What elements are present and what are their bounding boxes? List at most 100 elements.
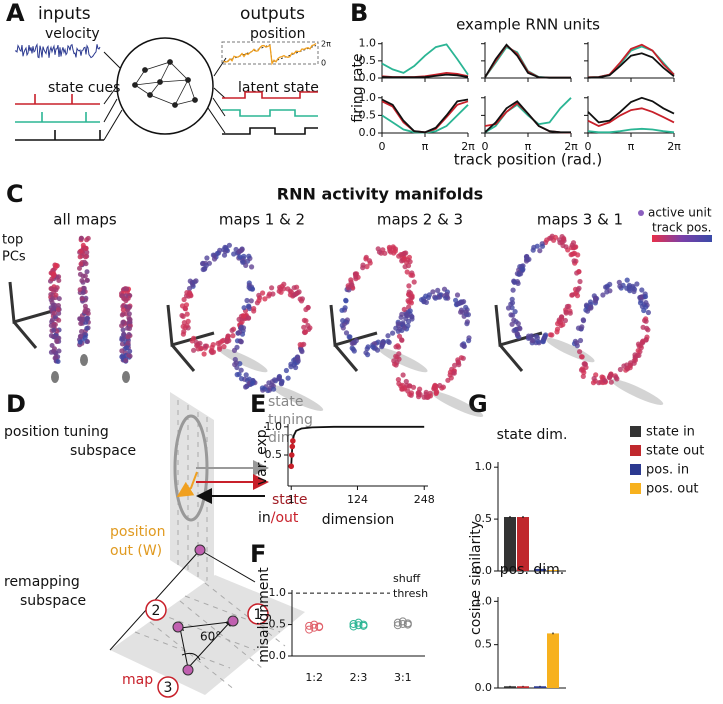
node-dot [182, 664, 194, 676]
manifold-point [458, 355, 464, 361]
manifold-point [572, 250, 578, 256]
manifold-point [511, 317, 517, 323]
node-label: 1 [254, 607, 263, 623]
manifold-point [119, 312, 125, 318]
manifold-point [370, 344, 376, 350]
subtitle: maps 2 & 3 [377, 211, 463, 229]
manifold-point [229, 327, 235, 333]
manifold-point [244, 297, 250, 304]
manifold-point [396, 333, 403, 339]
manifold-point [56, 348, 62, 354]
manifold-point [79, 278, 85, 284]
manifold-point [49, 286, 55, 292]
legend-swatch [630, 426, 641, 437]
manifold-point [349, 282, 355, 288]
subtitle: maps 1 & 2 [219, 211, 305, 229]
manifold-point [404, 269, 410, 275]
manifold-point [247, 305, 253, 312]
manifold-point [509, 321, 515, 327]
manifold-point [233, 360, 239, 366]
manifold-point [407, 391, 413, 398]
manifold-point [410, 272, 416, 278]
chart: 0.5 1.0 1 124 248 dimension var. exp. [254, 420, 435, 528]
manifold-point [533, 333, 540, 339]
legend-label: state in [646, 425, 695, 440]
manifold-point [84, 325, 90, 331]
manifold-point [56, 278, 62, 283]
manifold-point [405, 263, 412, 269]
manifold-point [53, 292, 59, 298]
manifold-point [617, 283, 623, 289]
manifold-point [83, 246, 89, 251]
point [288, 463, 295, 470]
manifold-point [367, 260, 373, 266]
manifold-point [259, 385, 265, 391]
manifold-point [78, 334, 84, 339]
bar [517, 517, 529, 571]
manifolds [8, 233, 664, 417]
node-circle [157, 676, 179, 698]
manifold-point [53, 262, 59, 268]
manifold-point [391, 245, 397, 251]
manifold-point [515, 321, 521, 327]
x-tick-label: 248 [414, 493, 435, 506]
point [315, 623, 324, 632]
manifold-point [512, 309, 518, 315]
label: subspace [20, 593, 86, 609]
manifold-point [461, 299, 467, 305]
manifold-point [238, 338, 244, 344]
x-tick-label: 0 [379, 140, 386, 153]
node-label: 2 [152, 603, 161, 619]
manifold-point [119, 348, 125, 354]
label: position [110, 524, 165, 540]
manifold-point [293, 364, 299, 371]
manifold-point [79, 329, 84, 334]
x-tick-label: 3:1 [394, 671, 412, 684]
subtitle: maps 3 & 1 [537, 211, 623, 229]
chart: 0.0 0.5 1.0 0 π 2π [359, 91, 476, 153]
line [381, 98, 469, 134]
manifold-point [526, 333, 532, 339]
manifold-point [85, 307, 91, 313]
manifold-point [120, 327, 126, 333]
manifold-point [535, 339, 542, 345]
shadow [122, 371, 130, 383]
manifold-point [524, 253, 530, 260]
manifold-point [251, 306, 257, 312]
manifold-point [638, 345, 644, 351]
manifold-point [386, 339, 392, 345]
manifold-point [505, 305, 512, 311]
title: RNN activity manifolds [277, 185, 483, 204]
manifold-point [416, 389, 422, 395]
shadow [218, 347, 268, 373]
manifold-point [395, 321, 401, 327]
manifold-point [518, 271, 524, 277]
manifold-point [84, 277, 90, 283]
manifold-point [348, 277, 354, 283]
manifold-point [184, 311, 190, 317]
manifold-point [243, 384, 249, 390]
label: state [268, 394, 303, 410]
manifold-point [56, 317, 62, 323]
state-trace [222, 91, 318, 99]
manifold-point [514, 331, 520, 337]
line [381, 43, 469, 76]
node-circle [247, 603, 269, 625]
legend-swatch [630, 483, 641, 494]
label: 0 [321, 59, 326, 68]
manifold-point [613, 374, 619, 381]
point [305, 625, 314, 634]
x-tick-label: 0 [585, 140, 592, 153]
manifold-point [576, 269, 582, 275]
label: PCs [2, 250, 26, 265]
manifold-point [423, 299, 429, 305]
manifold-point [408, 300, 414, 306]
manifold-point [607, 288, 613, 294]
label: outputs [240, 4, 305, 24]
manifold-point [221, 252, 228, 258]
manifold-point [567, 310, 573, 316]
manifold-point [260, 290, 266, 296]
point [289, 443, 296, 450]
chart [481, 42, 572, 82]
